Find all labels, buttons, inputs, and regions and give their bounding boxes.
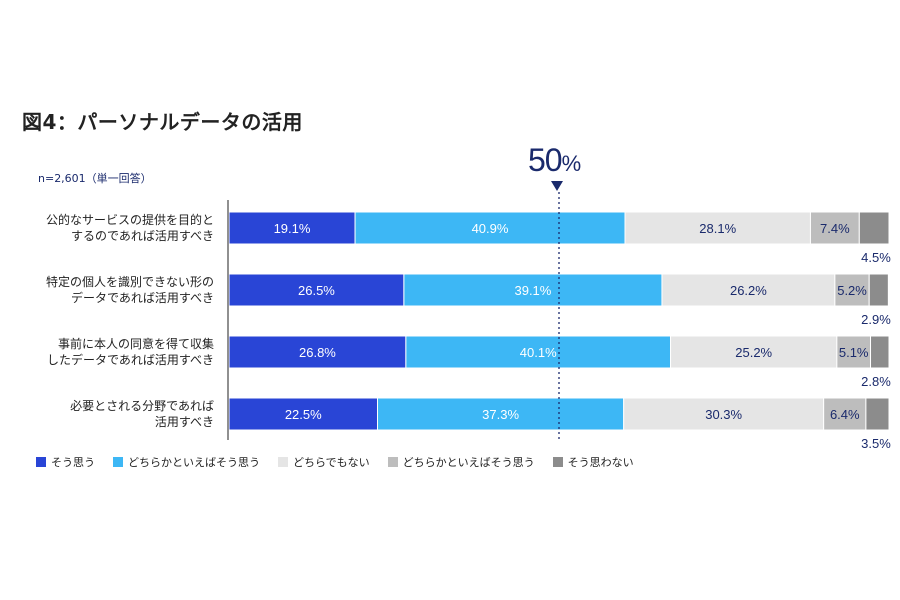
legend-label: そう思わない (567, 456, 634, 469)
data-label-0-1: 40.9% (472, 221, 509, 236)
bar-segment-0-2 (624, 211, 811, 245)
category-label-line: 活用すべき (154, 415, 214, 429)
category-label-1: 特定の個人を識別できない形のデータであれば活用すべき (0, 274, 214, 306)
legend-swatch (278, 457, 288, 467)
bar-segment-0-3 (809, 211, 860, 245)
bar-segment-1-4 (868, 273, 889, 307)
data-label-1-1: 39.1% (514, 283, 551, 298)
bar-segment-2-0 (228, 335, 407, 369)
category-label-3: 必要とされる分野であれば活用すべき (0, 398, 214, 430)
category-label-line: するのであれば活用すべき (70, 229, 214, 243)
data-label-1-2: 26.2% (730, 283, 767, 298)
legend-item-0: そう思う (36, 454, 95, 470)
data-label-3-3: 6.4% (830, 407, 860, 422)
marker-value: 50 (528, 142, 563, 178)
data-label-1-3: 5.2% (837, 283, 867, 298)
category-label-2: 事前に本人の同意を得て収集したデータであれば活用すべき (0, 336, 214, 368)
legend-label: どちらかといえばそう思う (128, 456, 260, 469)
data-label-1-0: 26.5% (298, 283, 335, 298)
data-label-0-2: 28.1% (699, 221, 736, 236)
sample-size-note: n=2,601（単一回答） (38, 172, 152, 185)
legend-item-4: そう思わない (552, 454, 634, 470)
bar-segment-0-0 (228, 211, 356, 245)
legend-item-1: どちらかといえばそう思う (113, 454, 260, 470)
data-label-0-3: 7.4% (820, 221, 850, 236)
bar-segment-1-1 (403, 273, 663, 307)
category-label-line: データであれば活用すべき (70, 291, 214, 305)
legend-label: そう思う (51, 456, 95, 469)
bar-segment-1-0 (228, 273, 405, 307)
data-label-0-0: 19.1% (274, 221, 311, 236)
data-label-2-2: 25.2% (735, 345, 772, 360)
legend-swatch (36, 457, 46, 467)
bar-segment-2-1 (405, 335, 672, 369)
data-label-3-1: 37.3% (482, 407, 519, 422)
bar-segment-2-3 (836, 335, 872, 369)
data-label-2-1: 40.1% (520, 345, 557, 360)
bar-segment-2-4 (870, 335, 890, 369)
bar-segment-3-4 (865, 397, 890, 431)
legend-label: どちらかといえばそう思う (402, 456, 535, 469)
data-label-2-4: 2.8% (861, 374, 891, 389)
chart-legend: そう思う どちらかといえばそう思う どちらでもない どちらかといえばそう思う そう思わな… (36, 454, 634, 470)
legend-label: どちらでもない (293, 456, 370, 469)
data-label-2-3: 5.1% (839, 345, 869, 360)
legend-item-3: どちらかといえばそう思う (387, 454, 535, 470)
category-label-line: 特定の個人を識別できない形の (45, 275, 214, 289)
legend-swatch (113, 457, 123, 467)
data-label-3-2: 30.3% (705, 407, 742, 422)
data-label-2-0: 26.8% (299, 345, 336, 360)
marker-unit: % (561, 151, 582, 176)
data-label-0-4: 4.5% (861, 250, 891, 265)
data-label-3-4: 3.5% (861, 436, 891, 451)
marker-arrow-icon (551, 181, 563, 191)
legend-swatch (387, 457, 398, 467)
bar-segment-3-1 (377, 397, 625, 431)
category-label-0: 公的なサービスの提供を目的とするのであれば活用すべき (0, 212, 214, 244)
bar-segment-0-4 (858, 211, 890, 245)
data-label-1-4: 2.9% (861, 312, 891, 327)
bar-segment-1-3 (834, 273, 870, 307)
category-label-line: 事前に本人の同意を得て収集 (57, 337, 214, 351)
fifty-percent-marker-label: 50% (528, 142, 582, 179)
chart-title: 図4：パーソナルデータの活用 (22, 110, 303, 134)
category-label-line: 必要とされる分野であれば (70, 399, 214, 413)
legend-swatch (552, 457, 563, 467)
category-label-line: 公的なサービスの提供を目的と (45, 213, 214, 227)
bar-segment-2-2 (670, 335, 838, 369)
legend-item-2: どちらでもない (278, 454, 370, 470)
category-label-line: したデータであれば活用すべき (46, 353, 214, 367)
bar-segment-3-0 (228, 397, 378, 431)
data-label-3-0: 22.5% (285, 407, 322, 422)
